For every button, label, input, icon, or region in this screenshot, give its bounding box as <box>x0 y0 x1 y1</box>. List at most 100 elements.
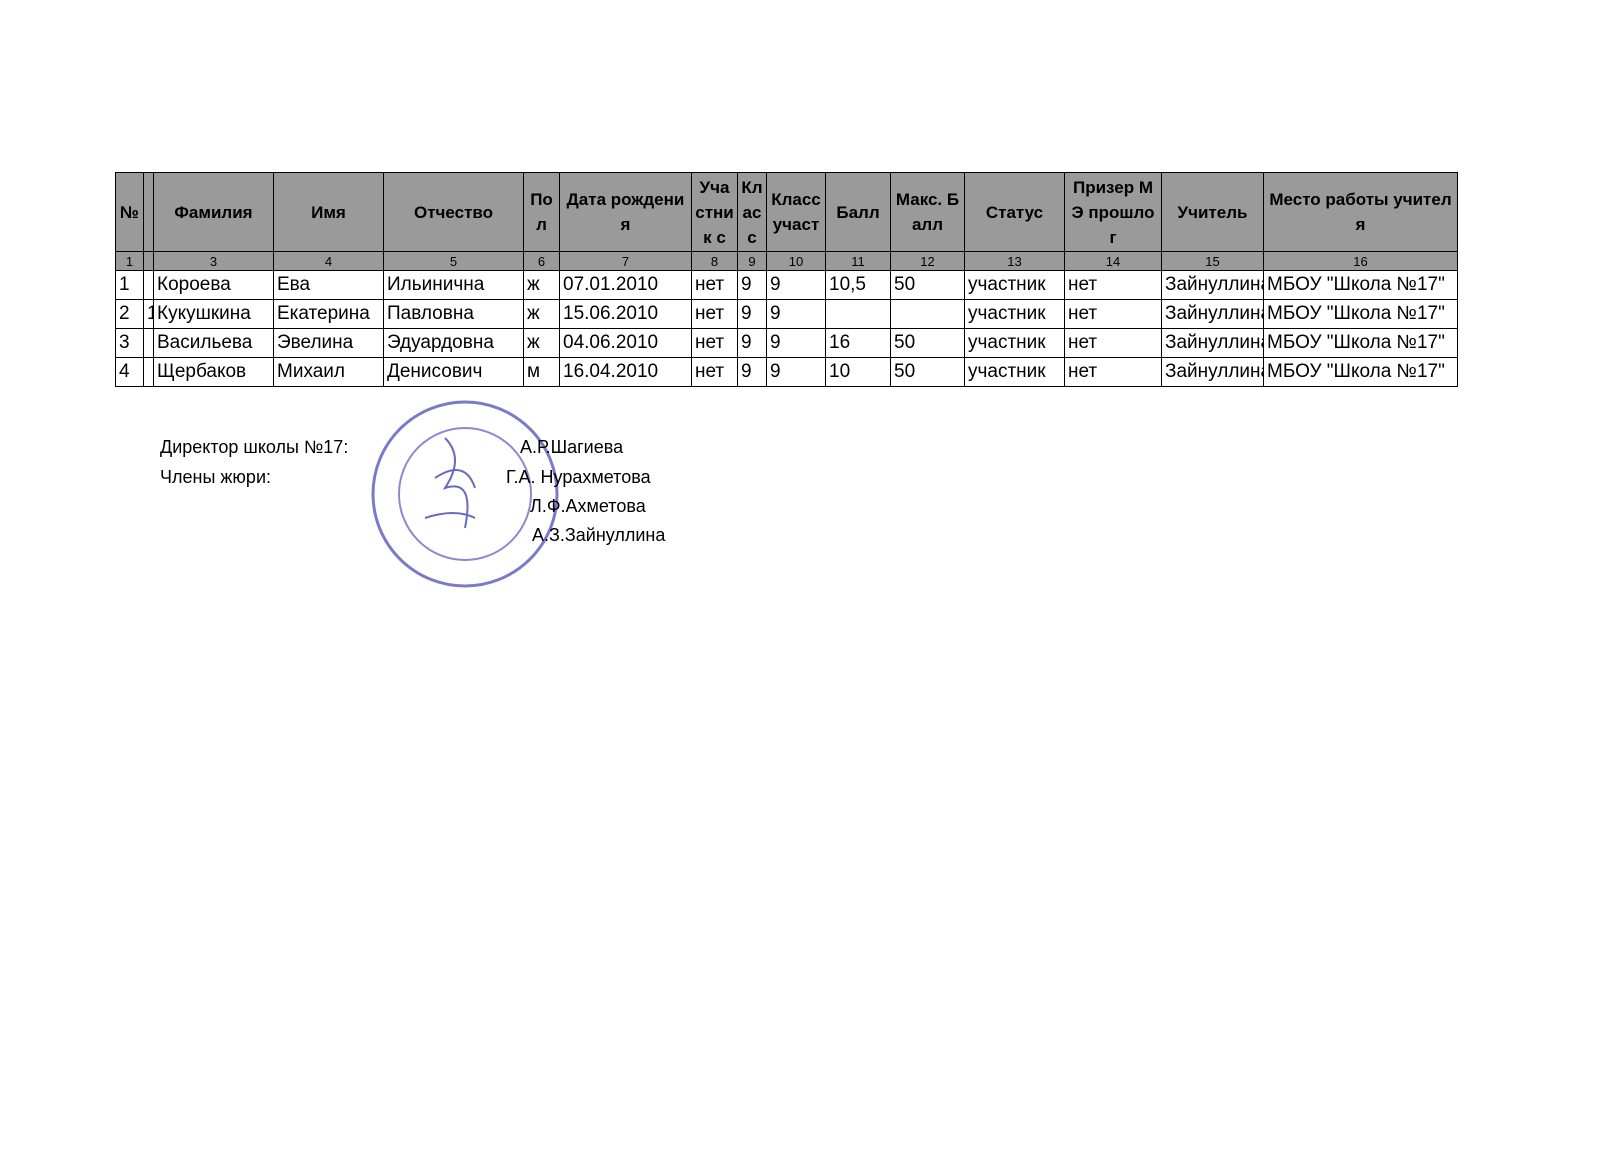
cell: 04.06.2010 <box>559 328 692 358</box>
cell: 4 <box>273 251 384 271</box>
cell <box>143 328 154 358</box>
jury-label: Члены жюри: <box>160 467 271 487</box>
cell: 10 <box>825 357 891 387</box>
cell: МБОУ "Школа №17" <box>1263 270 1458 300</box>
cell: 9 <box>766 299 826 329</box>
number-row: 1 3 4 5 6 7 8 9 10 11 12 13 14 15 16 <box>115 251 1458 271</box>
cell: Павловна <box>383 299 524 329</box>
cell: нет <box>1064 299 1162 329</box>
cell: МБОУ "Школа №17" <box>1263 328 1458 358</box>
data-row: 3 Васильева Эвелина Эдуардовна ж 04.06.2010 не… <box>115 328 1458 358</box>
cell: Зайнуллина <box>1161 357 1264 387</box>
cell: Ева <box>273 270 384 300</box>
cell: Участник с <box>691 172 738 252</box>
director-label: Директор школы №17: <box>160 437 349 457</box>
cell: Щербаков <box>153 357 274 387</box>
director-name: А.Р.Шагиева <box>520 437 624 457</box>
cell: участник <box>964 357 1065 387</box>
cell: 14 <box>1064 251 1162 271</box>
cell: 1 <box>115 270 144 300</box>
cell: Васильева <box>153 328 274 358</box>
cell: 16.04.2010 <box>559 357 692 387</box>
cell: 1 <box>115 251 144 271</box>
cell: нет <box>691 270 738 300</box>
cell: ж <box>523 328 560 358</box>
cell: Эдуардовна <box>383 328 524 358</box>
cell: 07.01.2010 <box>559 270 692 300</box>
cell: 50 <box>890 270 965 300</box>
cell: Екатерина <box>273 299 384 329</box>
cell: 3 <box>115 328 144 358</box>
cell: участник <box>964 299 1065 329</box>
cell: нет <box>691 357 738 387</box>
cell: Класс <box>737 172 767 252</box>
stamp <box>371 400 559 588</box>
cell: Зайнуллина <box>1161 299 1264 329</box>
cell: 9 <box>737 270 767 300</box>
cell: Денисович <box>383 357 524 387</box>
cell: Короева <box>153 270 274 300</box>
cell: Зайнуллина <box>1161 270 1264 300</box>
cell: Кукушкина <box>153 299 274 329</box>
data-row: 1 Короева Ева Ильинична ж 07.01.2010 нет 9 9 10,5… <box>115 270 1458 300</box>
data-row: 21КукушкинаЕкатеринаПавловнаж15.06.2010н… <box>115 299 1458 329</box>
cell: Ильинична <box>383 270 524 300</box>
cell: м <box>523 357 560 387</box>
cell: 50 <box>890 357 965 387</box>
cell: нет <box>1064 357 1162 387</box>
cell: Статус <box>964 172 1065 252</box>
cell: 15.06.2010 <box>559 299 692 329</box>
cell: Пол <box>523 172 560 252</box>
cell: 13 <box>964 251 1065 271</box>
cell: 3 <box>153 251 274 271</box>
cell: 11 <box>825 251 891 271</box>
cell: 9 <box>737 328 767 358</box>
cell: ж <box>523 299 560 329</box>
cell: 4 <box>115 357 144 387</box>
cell: МБОУ "Школа №17" <box>1263 299 1458 329</box>
cell: участник <box>964 270 1065 300</box>
cell: Место работы учителя <box>1263 172 1458 252</box>
cell: нет <box>1064 270 1162 300</box>
cell <box>143 172 154 252</box>
cell: 9 <box>737 299 767 329</box>
cell: 5 <box>383 251 524 271</box>
cell <box>825 299 891 329</box>
cell: Зайнуллина <box>1161 328 1264 358</box>
cell: 16 <box>1263 251 1458 271</box>
cell: Эвелина <box>273 328 384 358</box>
cell: Класс участ <box>766 172 826 252</box>
header-row: № Фамилия Имя Отчество Пол Дата рождения Участ… <box>115 172 1458 252</box>
cell: нет <box>691 328 738 358</box>
cell: № <box>115 172 144 252</box>
cell: 7 <box>559 251 692 271</box>
jury-name: А.З.Зайнуллина <box>532 525 666 545</box>
cell: Имя <box>273 172 384 252</box>
cell: 9 <box>737 357 767 387</box>
cell: 8 <box>691 251 738 271</box>
cell <box>143 251 154 271</box>
cell: нет <box>691 299 738 329</box>
cell: Учитель <box>1161 172 1264 252</box>
cell: 2 <box>115 299 144 329</box>
data-row: 4 Щербаков Михаил Денисович м 16.04.2010 нет 9 9… <box>115 357 1458 387</box>
cell: 10 <box>766 251 826 271</box>
cell <box>143 270 154 300</box>
cell: 50 <box>890 328 965 358</box>
cell: нет <box>1064 328 1162 358</box>
cell: Дата рождения <box>559 172 692 252</box>
cell: Макс. Балл <box>890 172 965 252</box>
results-table: № Фамилия Имя Отчество Пол Дата рождения Участ… <box>115 172 1458 387</box>
cell: 12 <box>890 251 965 271</box>
cell: 15 <box>1161 251 1264 271</box>
cell: Отчество <box>383 172 524 252</box>
jury-name: Г.А. Нурахметова <box>506 467 651 487</box>
cell: 9 <box>737 251 767 271</box>
cell: участник <box>964 328 1065 358</box>
cell <box>143 357 154 387</box>
cell: 10,5 <box>825 270 891 300</box>
cell: ж <box>523 270 560 300</box>
cell: 16 <box>825 328 891 358</box>
cell: 9 <box>766 357 826 387</box>
